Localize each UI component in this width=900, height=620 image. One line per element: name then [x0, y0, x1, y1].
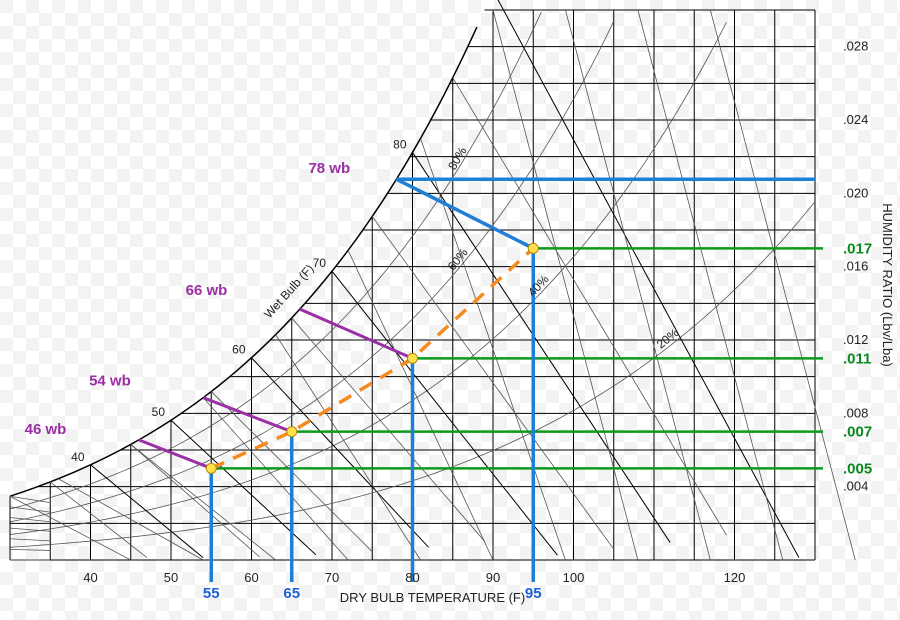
hr-callout-.005: .005: [843, 460, 872, 477]
psychrometric-chart: 40 50 60 70 80 90 100 120 DRY BULB TEMPERATURE (…: [0, 0, 900, 620]
state-point-55: [206, 463, 216, 473]
y-tick: .008: [843, 405, 868, 420]
x-tick: 90: [486, 570, 500, 585]
sat-tick: 50: [152, 405, 166, 419]
y-tick: .020: [843, 185, 868, 200]
x-tick: 50: [164, 570, 178, 585]
x-tick: 80: [405, 570, 419, 585]
x-tick: 120: [724, 570, 746, 585]
state-point-65: [287, 427, 297, 437]
y-tick: .028: [843, 39, 868, 54]
state-point-95: [528, 243, 538, 253]
wb-callout-46: 46 wb: [25, 421, 67, 438]
wb-callout-66: 66 wb: [186, 282, 228, 299]
y-tick: .024: [843, 112, 868, 127]
state-point-80: [408, 353, 418, 363]
sat-tick: 60: [232, 343, 246, 357]
x-tick: 60: [244, 570, 258, 585]
y-tick: .012: [843, 332, 868, 347]
y-axis-label: HUMIDITY RATIO (Lbv/Lba): [880, 203, 895, 367]
db-callout-55: 55: [203, 585, 220, 602]
y-tick: .004: [843, 479, 868, 494]
x-tick: 100: [563, 570, 585, 585]
hr-callout-.007: .007: [843, 424, 872, 441]
wb-callout-78: 78 wb: [308, 160, 350, 177]
sat-tick: 70: [313, 256, 327, 270]
hr-callout-.017: .017: [843, 240, 872, 257]
hr-callout-.011: .011: [843, 350, 871, 367]
db-callout-95: 95: [525, 585, 542, 602]
y-tick: .016: [843, 259, 868, 274]
x-tick: 70: [325, 570, 339, 585]
db-callout-65: 65: [283, 585, 300, 602]
x-tick: 40: [83, 570, 97, 585]
sat-tick: 40: [71, 450, 85, 464]
sat-tick: 80: [393, 137, 407, 151]
wb-callout-54: 54 wb: [89, 373, 131, 390]
checker-bg: [0, 0, 900, 620]
x-axis-label: DRY BULB TEMPERATURE (F): [340, 590, 525, 605]
